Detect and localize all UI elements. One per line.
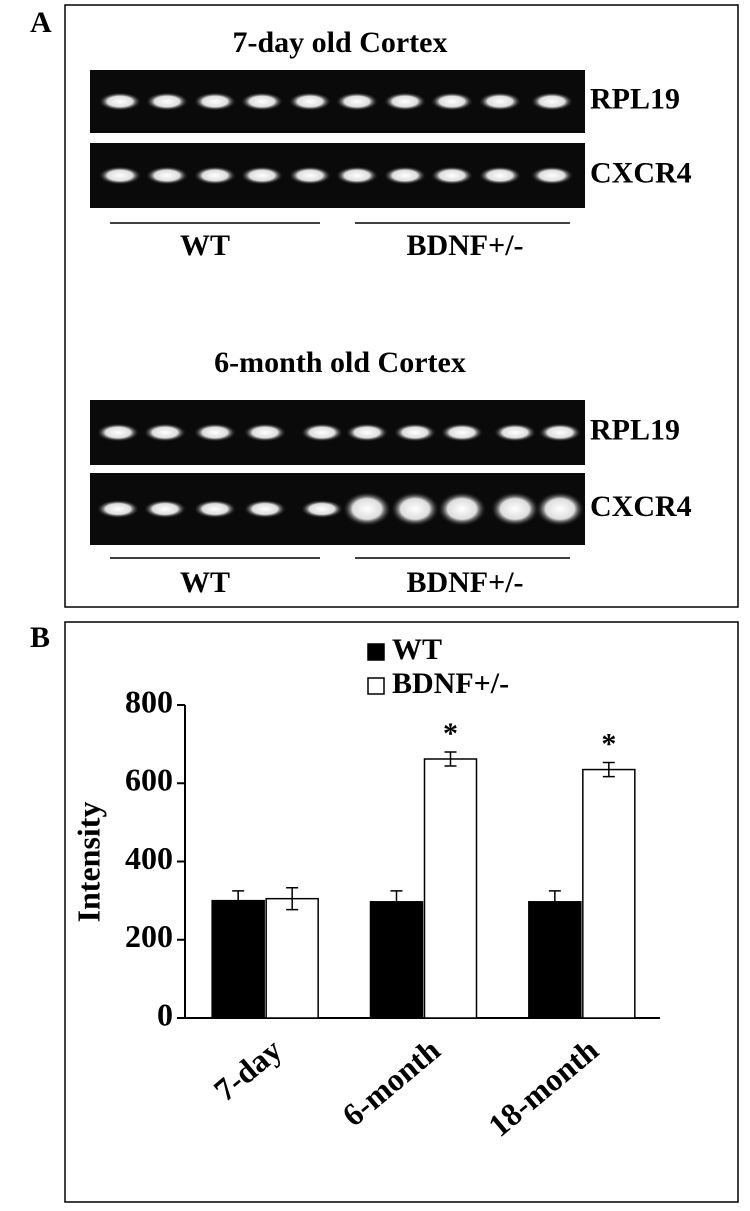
- gel-row-label: RPL19: [590, 413, 680, 446]
- gel-band: [97, 423, 139, 442]
- gel-band: [479, 166, 521, 185]
- error-bar: [390, 890, 403, 914]
- bar: [265, 897, 319, 1019]
- gel-band: [194, 500, 236, 518]
- gel-band: [494, 423, 536, 442]
- gel-band: [146, 92, 188, 111]
- group-label: WT: [180, 566, 230, 599]
- panel-a-frame: [64, 4, 739, 608]
- y-axis-title: Intensity: [70, 802, 106, 923]
- gel-band: [144, 423, 186, 442]
- group-label: BDNF+/-: [406, 566, 523, 599]
- error-bar: [286, 886, 299, 911]
- gel-band: [244, 500, 286, 518]
- y-tick-label: 0: [157, 996, 173, 1032]
- error-bar: [548, 890, 561, 914]
- gel-band: [441, 423, 483, 442]
- gel-band: [146, 166, 188, 185]
- gel-band: [431, 92, 473, 111]
- gel-title: 7-day old Cortex: [233, 26, 448, 59]
- bar: [423, 758, 478, 1019]
- y-tick-label: 800: [125, 683, 173, 719]
- gel-band: [99, 166, 141, 185]
- panel-b-frame: [64, 621, 739, 1203]
- legend-swatch: [367, 643, 385, 661]
- gel-band: [99, 92, 141, 111]
- error-bar: [232, 890, 245, 912]
- gel-row-label: RPL19: [590, 82, 680, 115]
- gel-band: [431, 166, 473, 185]
- significance-marker: *: [443, 717, 458, 750]
- gel-band: [391, 492, 439, 526]
- gel-band: [301, 423, 343, 442]
- panel-label: A: [30, 6, 52, 39]
- significance-marker: *: [601, 727, 616, 760]
- gel-band: [97, 500, 139, 518]
- gel-band: [531, 92, 573, 111]
- gel-band: [336, 166, 378, 185]
- gel-band: [346, 423, 388, 442]
- gel-band: [244, 423, 286, 442]
- gel-band: [194, 423, 236, 442]
- gel-band: [384, 92, 426, 111]
- gel-band: [241, 92, 283, 111]
- gel-band: [539, 423, 581, 442]
- gel-band: [289, 92, 331, 111]
- bar: [528, 901, 582, 1019]
- gel-band: [384, 166, 426, 185]
- group-label: BDNF+/-: [406, 229, 523, 262]
- gel-band: [531, 166, 573, 185]
- panel-label: B: [30, 621, 50, 654]
- x-tick-label: 18-month: [481, 1031, 605, 1143]
- gel-band: [241, 166, 283, 185]
- gel-band: [144, 500, 186, 518]
- gel-row-label: CXCR4: [590, 490, 692, 523]
- y-tick-label: 400: [125, 840, 173, 876]
- x-tick-label: 7-day: [207, 1031, 289, 1108]
- gel-band: [343, 492, 391, 526]
- error-bar: [444, 751, 457, 767]
- group-label: WT: [180, 229, 230, 262]
- bar: [369, 901, 424, 1019]
- gel-band: [394, 423, 436, 442]
- y-tick-label: 600: [125, 762, 173, 798]
- gel-band: [491, 492, 539, 526]
- error-bar: [602, 761, 615, 778]
- x-tick-label: 6-month: [335, 1031, 447, 1133]
- gel-row-label: CXCR4: [590, 156, 692, 189]
- gel-title: 6-month old Cortex: [214, 346, 466, 379]
- bar: [582, 768, 636, 1019]
- legend-label: BDNF+/-: [392, 667, 509, 700]
- gel-band: [479, 92, 521, 111]
- gel-band: [194, 166, 236, 185]
- bar: [211, 899, 265, 1019]
- gel-band: [536, 492, 584, 526]
- gel-band: [438, 492, 486, 526]
- legend-label: WT: [392, 633, 442, 666]
- gel-band: [336, 92, 378, 111]
- y-tick-label: 200: [125, 918, 173, 954]
- gel-band: [194, 92, 236, 111]
- gel-band: [301, 500, 343, 518]
- gel-band: [289, 166, 331, 185]
- legend-swatch: [367, 677, 385, 695]
